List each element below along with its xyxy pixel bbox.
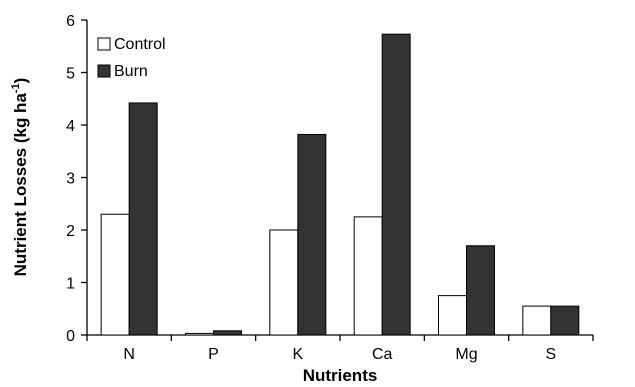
x-tick-label-ca: Ca [372, 346, 393, 363]
y-tick-label: 6 [66, 13, 75, 30]
bar-burn-k [297, 133, 327, 336]
bar-control-n [100, 213, 130, 336]
bar-burn-s [550, 305, 580, 336]
bar-burn-ca [381, 33, 411, 336]
y-tick-label: 2 [66, 223, 75, 240]
y-tick-label: 4 [66, 118, 75, 135]
x-axis-ticks: N P K Ca Mg S [86, 335, 594, 363]
legend-swatch-control [97, 37, 111, 51]
legend-label-control: Control [114, 36, 166, 53]
bar-control-s [522, 305, 552, 336]
bar-burn-mg [466, 245, 495, 336]
y-axis-ticks: 0 1 2 3 4 5 6 [66, 13, 87, 345]
legend-swatch-burn [97, 64, 111, 78]
x-tick-label-k: K [292, 346, 303, 363]
bar-control-mg [438, 295, 467, 336]
y-tick-label: 5 [66, 66, 75, 83]
y-tick-label: 1 [66, 276, 75, 293]
bar-control-k [269, 229, 299, 336]
x-axis-title: Nutrients [303, 366, 378, 385]
y-axis-title-superscript: -1 [10, 83, 22, 93]
bars [100, 33, 580, 336]
legend-label-burn: Burn [114, 63, 148, 80]
x-tick-label-p: P [208, 346, 219, 363]
x-tick-label-s: S [545, 346, 556, 363]
x-tick-label-n: N [123, 346, 135, 363]
y-axis-title-main: Nutrient Losses (kg ha [11, 93, 30, 277]
y-axis-title: Nutrient Losses (kg ha-1) [10, 78, 30, 277]
bar-control-ca [353, 216, 383, 336]
bar-burn-n [128, 102, 158, 336]
bar-burn-p [213, 330, 242, 336]
y-tick-label: 3 [66, 171, 75, 188]
axes [86, 20, 593, 336]
legend: Control Burn [97, 36, 166, 80]
bar-control-p [185, 332, 214, 336]
y-tick-label: 0 [66, 328, 75, 345]
x-tick-label-mg: Mg [455, 346, 477, 363]
y-axis-title-close: ) [11, 78, 30, 84]
